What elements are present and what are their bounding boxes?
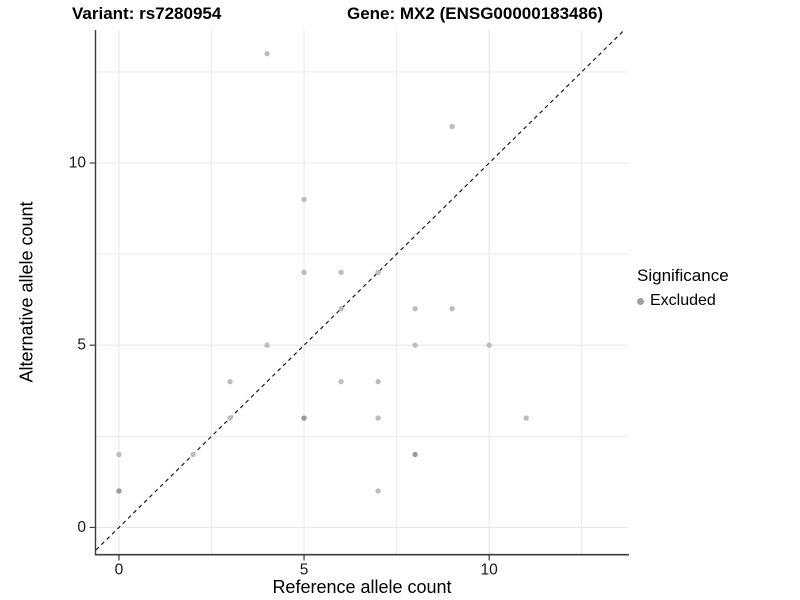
legend-item-excluded: Excluded	[637, 292, 729, 310]
data-point	[375, 378, 381, 385]
data-point	[338, 306, 344, 312]
data-point	[301, 196, 307, 203]
data-point	[338, 378, 344, 385]
data-point	[375, 488, 381, 494]
x-tick-label: 5	[300, 561, 309, 578]
data-point	[227, 415, 233, 421]
y-axis-title: Alternative allele count	[16, 201, 37, 383]
data-point	[227, 378, 233, 385]
data-point	[412, 306, 418, 312]
data-point	[301, 415, 307, 421]
data-point	[375, 415, 381, 421]
identity-line	[95, 29, 625, 551]
y-tick-label: 0	[77, 519, 86, 536]
data-point	[338, 269, 344, 276]
legend-title: Significance	[637, 266, 729, 285]
data-point	[116, 488, 122, 494]
legend: Significance Excluded	[637, 266, 729, 310]
x-tick-label: 0	[115, 561, 124, 578]
data-point	[449, 306, 455, 312]
data-point	[264, 50, 270, 57]
x-tick-label: 10	[481, 561, 499, 578]
x-axis-title: Reference allele count	[272, 577, 452, 597]
data-point	[449, 123, 455, 130]
data-point	[116, 451, 122, 458]
legend-item-label: Excluded	[650, 292, 716, 309]
y-tick-label: 5	[77, 337, 86, 354]
data-point	[301, 269, 307, 276]
data-point	[523, 415, 529, 421]
plot-title-variant: Variant: rs7280954	[72, 4, 222, 23]
plot-title-gene: Gene: MX2 (ENSG00000183486)	[347, 4, 604, 23]
data-point	[190, 451, 196, 458]
data-point	[412, 451, 418, 458]
data-point	[412, 342, 418, 348]
data-point	[375, 269, 381, 276]
legend-point-swatch-icon	[637, 297, 644, 305]
data-point	[486, 342, 492, 348]
data-point	[264, 342, 270, 348]
y-tick-label: 10	[69, 155, 87, 172]
